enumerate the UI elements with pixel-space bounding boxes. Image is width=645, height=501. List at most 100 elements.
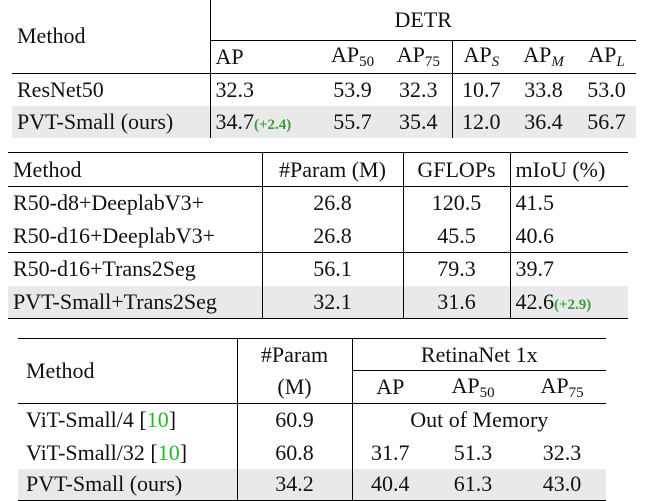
table-cell: AP [351, 370, 428, 404]
cell-text: Out of Memory [410, 407, 549, 433]
table-cell: (M) [236, 370, 352, 404]
table-cell: 45.5 [402, 219, 510, 253]
table-row: Method #Param (M) GFLOPs mIoU (%) [8, 152, 628, 187]
table-cell: 53.9 [320, 73, 385, 106]
table-row: ViT-Small/4 [10] 60.9 Out of Memory [18, 403, 607, 437]
detr-table: Method DETR AP AP50 AP75 APS APM APL Res… [12, 0, 637, 138]
cell-text: 120.5 [431, 190, 482, 216]
table-cell: 43.0 [518, 468, 607, 501]
cell-text: 32.3 [542, 439, 582, 465]
cell-text: M [551, 54, 564, 70]
cell-text: (M) [277, 373, 312, 399]
cell-text: AP [215, 43, 244, 69]
cell-text: AP [451, 372, 480, 398]
cell-text: AP [588, 42, 617, 67]
cell-text: 56.7 [587, 109, 626, 134]
cell-text: #Param (M) [279, 156, 386, 182]
table-cell: PVT-Small (ours) [18, 468, 237, 501]
cell-text: #Param [260, 341, 329, 367]
table-cell: AP75 [518, 370, 607, 404]
cell-text: mIoU (%) [515, 156, 606, 182]
cell-text: AP [463, 42, 492, 67]
cell-text: 53.0 [587, 76, 626, 102]
table-cell: 51.3 [428, 437, 518, 469]
table-row: R50-d8+DeeplabV3+ 26.8 120.5 41.5 [8, 186, 628, 220]
cell-text: 40.4 [371, 471, 410, 497]
table-cell: 41.5 [509, 186, 628, 220]
table-row: ViT-Small/32 [10] 60.8 31.7 51.3 32.3 [18, 436, 606, 469]
cell-text: AP [396, 42, 425, 67]
table-cell: PVT-Small (ours) [12, 106, 210, 138]
table-cell: 39.7 [509, 252, 628, 286]
cell-text: ViT-Small/4 [ [26, 407, 147, 433]
cell-text: Method [17, 23, 86, 49]
cell-text: R50-d8+DeeplabV3+ [13, 190, 204, 216]
table-cell: 120.5 [402, 186, 510, 220]
cell-text: ViT-Small/32 [ [26, 439, 158, 465]
cell-text: AP [330, 42, 360, 67]
table-cell: Method [8, 152, 262, 187]
cell-text: 32.1 [313, 288, 352, 314]
cell-text: Method [26, 358, 95, 383]
table-cell: 79.3 [402, 252, 510, 286]
table-cell: 32.3 [385, 73, 452, 106]
table-cell: DETR [209, 0, 637, 41]
retinanet-table: Method #Param RetinaNet 1x (M) AP AP50 A… [18, 338, 607, 501]
cell-text: ResNet50 [17, 76, 104, 102]
table-cell: ResNet50 [12, 73, 210, 106]
table-cell: 42.6(+2.9) [509, 285, 628, 319]
table-row: PVT-Small+Trans2Seg 32.1 31.6 42.6(+2.9) [8, 285, 628, 319]
cell-text: PVT-Small+Trans2Seg [13, 288, 217, 314]
table-cell: 31.7 [351, 436, 428, 469]
cell-text: PVT-Small (ours) [26, 471, 183, 497]
cell-text: ] [168, 407, 177, 433]
table-row: (M) AP AP50 AP75 [18, 370, 607, 404]
cell-text: ] [179, 439, 188, 465]
segmentation-table: Method #Param (M) GFLOPs mIoU (%) R50-d8… [8, 152, 628, 319]
cell-text: 35.4 [399, 109, 438, 134]
cell-text: 40.6 [515, 222, 555, 248]
cell-text: 56.1 [313, 256, 352, 282]
table-row: Method DETR [12, 0, 637, 74]
table-cell: AP50 [428, 370, 518, 404]
table-cell: 40.6 [509, 219, 628, 253]
table-row: Method #Param RetinaNet 1x [18, 338, 607, 404]
table-cell: 34.2 [236, 468, 352, 501]
cell-text: 32.3 [399, 76, 438, 102]
table-cell: 10.7 [451, 73, 510, 106]
gain-label: (+2.4) [254, 117, 292, 133]
cell-text: 32.3 [215, 76, 255, 102]
table-cell: Method [12, 0, 210, 74]
cell-text: 26.8 [313, 222, 352, 248]
table-cell: AP50 [320, 40, 385, 74]
table-cell: #Param (M) [261, 152, 403, 187]
cell-text: 42.6 [515, 288, 555, 314]
table-cell: 35.4 [385, 106, 452, 138]
table-cell: #Param [236, 338, 352, 371]
cell-text: 61.3 [453, 471, 493, 497]
table-cell: 36.4 [510, 106, 577, 138]
cell-text: AP [523, 42, 552, 67]
table-cell: RetinaNet 1x [351, 338, 607, 371]
table-cell: ViT-Small/32 [10] [18, 437, 237, 469]
cell-text: 34.2 [275, 471, 314, 497]
table-cell: Out of Memory [351, 403, 607, 437]
table-cell: mIoU (%) [509, 152, 628, 187]
table-row: R50-d16+Trans2Seg 56.1 79.3 39.7 [8, 252, 628, 286]
table-cell: AP [209, 40, 320, 74]
table-cell: R50-d8+DeeplabV3+ [8, 187, 262, 220]
table-cell: PVT-Small+Trans2Seg [8, 285, 262, 319]
table-row: ResNet50 32.3 53.9 32.3 10.7 33.8 53.0 [12, 73, 636, 106]
table-cell: 56.1 [261, 252, 403, 286]
cell-text: PVT-Small (ours) [17, 109, 174, 134]
cell-text: 10.7 [462, 76, 501, 102]
cell-text: 34.7 [215, 109, 255, 134]
table-cell: 33.8 [510, 73, 577, 106]
table-cell: 53.0 [577, 73, 636, 106]
cell-text: 75 [568, 384, 584, 401]
table-cell: APS [451, 40, 510, 74]
cell-text: 12.0 [462, 109, 501, 134]
cell-text: 50 [479, 384, 495, 401]
cell-text: 51.3 [453, 439, 493, 465]
table-cell: 60.9 [236, 403, 352, 437]
